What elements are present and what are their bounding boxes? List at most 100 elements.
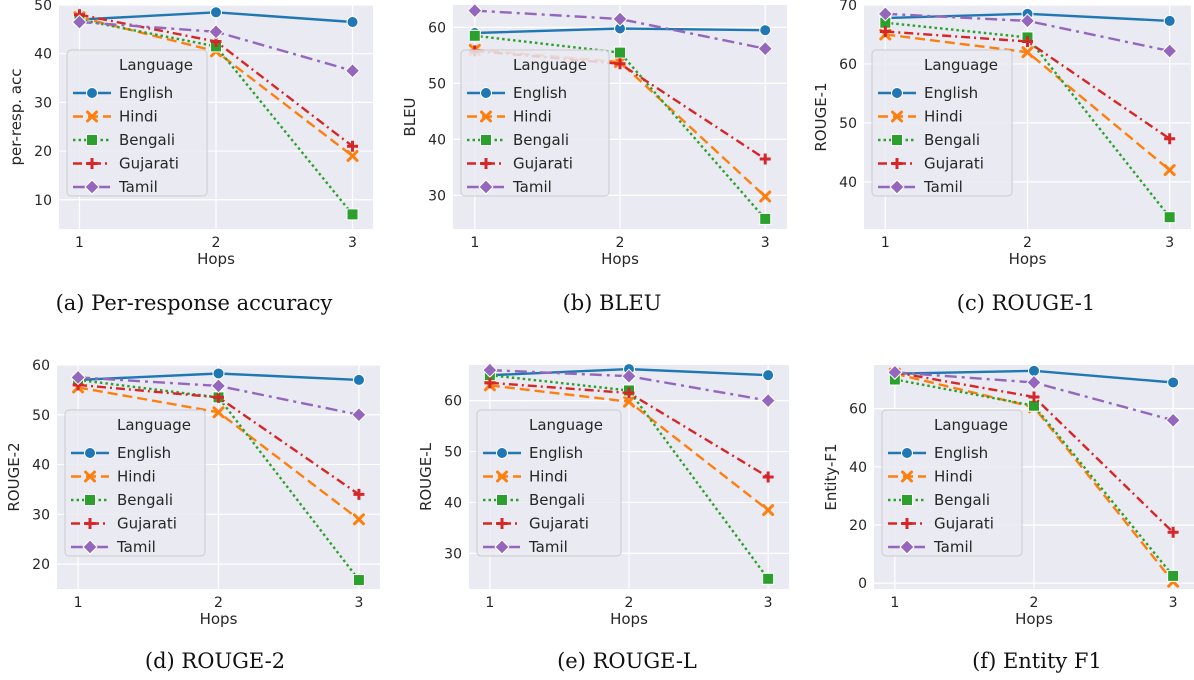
legend-label-hindi: Hindi	[934, 468, 973, 486]
legend-title: Language	[513, 56, 587, 74]
legend-marker-english	[496, 447, 508, 459]
legend-marker-bengali	[84, 494, 96, 506]
legend-label-tamil: Tamil	[933, 538, 973, 556]
legend-marker-english	[86, 87, 98, 99]
data-point-bengali	[346, 208, 359, 221]
y-tick-label: 70	[839, 0, 857, 14]
legend-marker-english	[891, 87, 903, 99]
legend-title: Language	[934, 416, 1008, 434]
series-line-bengali	[894, 378, 1175, 577]
legend-label-bengali: Bengali	[924, 131, 980, 149]
x-tick-label: 1	[881, 235, 890, 251]
x-tick-label: 2	[212, 235, 221, 251]
chart-panel-4: 20 30 40 50 60 1 2 3 Hops ROUGE-2 Language English H…	[5, 358, 380, 673]
legend: Language English Hindi Bengali Gujarati Tamil	[881, 409, 1023, 557]
y-tick-label: 20	[32, 557, 50, 573]
data-point-tamil	[71, 14, 88, 30]
legend-box	[460, 49, 610, 197]
x-tick-label: 2	[1023, 235, 1032, 251]
data-point-gujarati	[1167, 526, 1179, 538]
legend-label-hindi: Hindi	[119, 108, 158, 126]
y-tick-label: 40	[34, 47, 52, 63]
y-tick-label: 60	[444, 394, 462, 410]
y-tick-label: 30	[32, 507, 50, 523]
legend-box	[871, 49, 1013, 197]
data-point-tamil	[760, 392, 776, 409]
data-point-gujarati	[1022, 36, 1033, 48]
x-tick-label: 3	[1165, 235, 1174, 251]
data-point-gujarati	[623, 387, 635, 399]
data-point-tamil	[887, 364, 903, 380]
legend-marker-english	[480, 87, 492, 99]
legend-marker-gujarati	[901, 518, 913, 529]
data-point-bengali	[614, 46, 626, 59]
data-point-bengali	[468, 29, 481, 42]
legend-label-hindi: Hindi	[117, 468, 156, 486]
x-axis-label: Hops	[601, 250, 639, 268]
legend-label-gujarati: Gujarati	[119, 155, 179, 173]
legend-marker-gujarati	[86, 158, 98, 169]
legend-title: Language	[119, 56, 193, 74]
data-point-gujarati	[879, 26, 891, 38]
data-point-hindi	[212, 406, 225, 419]
data-point-bengali	[759, 212, 772, 225]
x-tick-label: 2	[616, 235, 625, 251]
x-axis-label: Hops	[1015, 610, 1053, 628]
legend-box	[476, 409, 622, 557]
y-tick-label: 60	[849, 402, 867, 418]
y-tick-label: 30	[444, 546, 462, 562]
data-point-bengali	[1167, 569, 1180, 582]
legend-marker-hindi	[496, 470, 508, 483]
data-point-tamil	[70, 369, 86, 386]
legend-marker-bengali	[496, 494, 508, 506]
y-tick-label: 60	[428, 20, 446, 36]
y-tick-label: 30	[34, 95, 52, 111]
data-point-hindi	[762, 504, 775, 517]
y-axis-label: BLEU	[401, 97, 419, 136]
legend-box	[881, 409, 1023, 557]
y-tick-label: 60	[32, 358, 50, 374]
data-point-english	[1167, 376, 1180, 389]
data-point-tamil	[621, 368, 637, 384]
legend-marker-hindi	[480, 110, 492, 123]
legend-marker-gujarati	[496, 518, 508, 529]
data-point-tamil	[208, 24, 224, 40]
legend-marker-tamil	[84, 179, 100, 195]
legend-label-bengali: Bengali	[119, 131, 175, 149]
y-tick-label: 50	[444, 445, 462, 461]
legend-label-tamil: Tamil	[116, 538, 156, 556]
data-point-english	[352, 373, 365, 386]
y-tick-label: 40	[428, 132, 446, 148]
data-point-gujarati	[347, 140, 359, 152]
x-tick-label: 2	[1030, 595, 1039, 611]
y-tick-label: 40	[849, 460, 867, 476]
y-tick-label: 50	[428, 76, 446, 92]
legend: Language English Hindi Bengali Gujarati Tamil	[66, 49, 208, 197]
y-tick-label: 40	[444, 495, 462, 511]
legend-marker-tamil	[899, 539, 915, 555]
data-point-tamil	[877, 6, 894, 22]
legend-label-bengali: Bengali	[513, 131, 569, 149]
data-point-hindi	[623, 395, 635, 408]
data-point-hindi	[1163, 164, 1176, 177]
y-axis-label: ROUGE-2	[5, 442, 23, 511]
data-point-tamil	[612, 11, 628, 27]
x-axis-label: Hops	[200, 610, 238, 628]
data-point-gujarati	[1164, 133, 1176, 145]
data-point-english	[212, 367, 225, 380]
x-tick-label: 3	[764, 595, 773, 611]
x-tick-label: 1	[74, 595, 83, 611]
y-axis-label: per-resp. acc	[7, 69, 25, 166]
data-point-english	[762, 369, 775, 382]
data-point-tamil	[1165, 412, 1181, 428]
data-point-hindi	[346, 149, 359, 162]
x-tick-label: 3	[1169, 595, 1178, 611]
x-tick-label: 1	[470, 235, 479, 251]
legend-label-bengali: Bengali	[117, 491, 173, 509]
data-point-tamil	[1026, 374, 1042, 391]
series-line-tamil	[489, 368, 769, 402]
data-point-english	[346, 16, 359, 29]
legend-label-gujarati: Gujarati	[529, 515, 589, 533]
y-tick-label: 50	[34, 0, 52, 14]
